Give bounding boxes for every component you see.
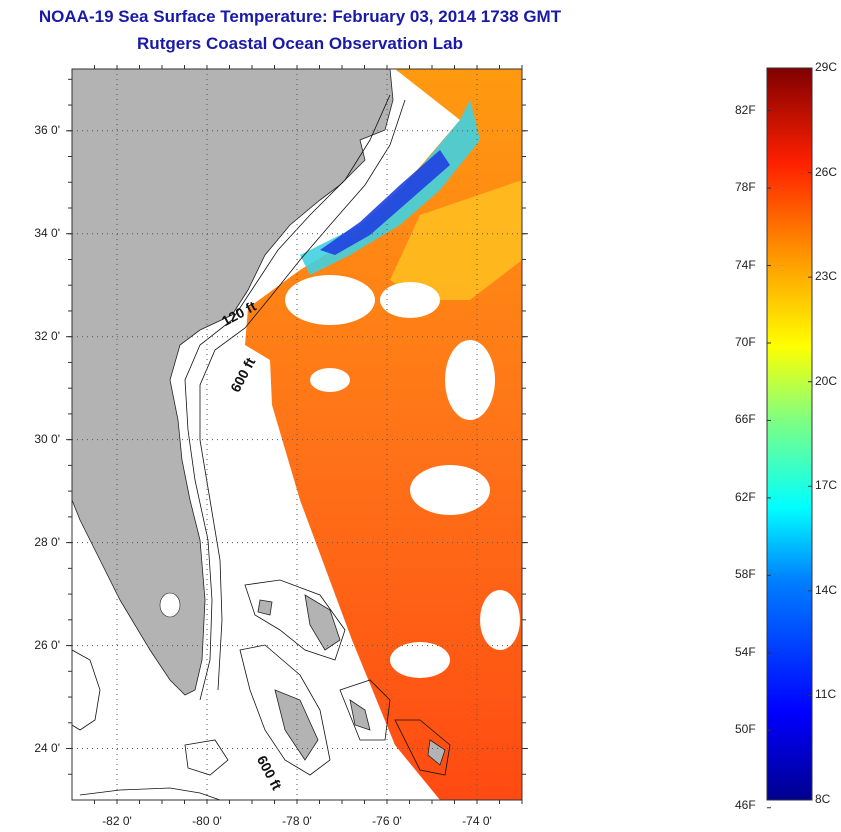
fahrenheit-label: 50F [735, 722, 756, 737]
celsius-label: 20C [815, 373, 838, 388]
fahrenheit-label: 58F [735, 567, 756, 582]
map-title: NOAA-19 Sea Surface Temperature: Februar… [38, 7, 562, 26]
fahrenheit-label: 74F [735, 257, 756, 272]
fahrenheit-label: 70F [735, 334, 756, 349]
lat-tick-label: 36 0' [34, 122, 60, 137]
bathymetry-contours [72, 94, 451, 800]
lon-tick-label: -74 0' [462, 814, 492, 828]
sst-cool-shelf [300, 100, 480, 275]
fahrenheit-label: 54F [735, 644, 756, 659]
land-us-coast [72, 69, 394, 696]
lat-tick-label: 32 0' [34, 328, 60, 343]
lat-tick-label: 26 0' [34, 637, 60, 652]
celsius-label: 23C [815, 269, 838, 284]
lon-tick-label: -82 0' [102, 814, 132, 828]
lat-tick-label: 28 0' [34, 534, 60, 549]
sst-cold-nearshore [320, 150, 450, 255]
celsius-label: 11C [815, 687, 837, 702]
celsius-label: 29C [815, 60, 838, 74]
fahrenheit-label: 82F [735, 102, 756, 117]
fahrenheit-label: 62F [735, 489, 756, 504]
lon-tick-label: -78 0' [282, 814, 312, 828]
lat-lon-grid [72, 69, 522, 800]
colorbar-ticks [767, 67, 812, 809]
axis-ticks [66, 65, 528, 804]
celsius-label: 26C [815, 164, 838, 179]
lat-tick-label: 34 0' [34, 225, 60, 240]
map-subtitle: Rutgers Coastal Ocean Observation Lab [137, 34, 463, 53]
fahrenheit-label: 78F [735, 180, 756, 195]
celsius-label: 14C [815, 582, 838, 597]
fahrenheit-label: 66F [735, 412, 756, 427]
sst-warm-band [390, 180, 522, 300]
lat-tick-label: 24 0' [34, 740, 60, 755]
celsius-label: 8C [815, 792, 831, 806]
cloud-cover [285, 275, 520, 678]
lake-okeechobee [159, 592, 181, 618]
celsius-label: 17C [815, 478, 838, 493]
lon-tick-label: -76 0' [372, 814, 402, 828]
lon-tick-label: -80 0' [192, 814, 222, 828]
lat-tick-label: 30 0' [34, 431, 60, 446]
fahrenheit-label: 46F [735, 798, 756, 812]
colorbar [766, 67, 813, 801]
